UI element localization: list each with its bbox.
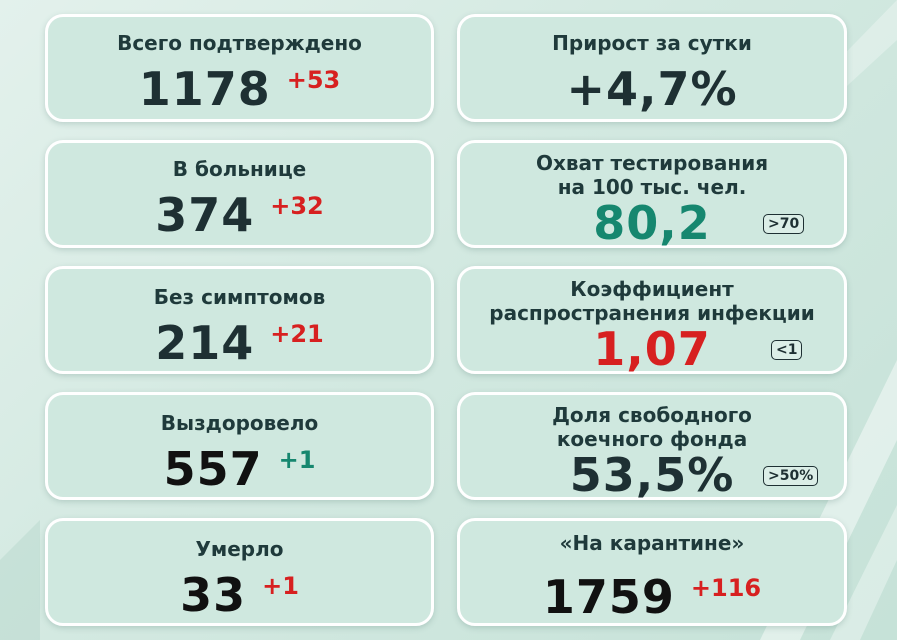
beds-card: Доля свободного коечного фонда 53,5% >50… bbox=[457, 392, 847, 500]
confirmed-value: 1178 bbox=[138, 62, 271, 116]
asymptomatic-label: Без симптомов bbox=[153, 285, 326, 309]
died-card: Умерло 33 +1 bbox=[45, 518, 434, 626]
growth-card: Прирост за сутки +4,7% bbox=[457, 14, 847, 122]
testing-label-line2: на 100 тыс. чел. bbox=[557, 175, 747, 199]
died-value: 33 bbox=[180, 568, 247, 622]
died-label: Умерло bbox=[195, 537, 284, 561]
growth-label: Прирост за сутки bbox=[552, 31, 752, 55]
beds-target-badge: >50% bbox=[763, 466, 819, 486]
r-factor-label-line1: Коэффициент bbox=[570, 277, 734, 301]
testing-card: Охват тестирования на 100 тыс. чел. 80,2… bbox=[457, 140, 847, 248]
testing-value: 80,2 bbox=[593, 196, 711, 250]
beds-label-line1: Доля свободного bbox=[552, 403, 752, 427]
quarantine-delta: +116 bbox=[690, 574, 762, 602]
growth-value: +4,7% bbox=[566, 62, 738, 116]
quarantine-card: «На карантине» 1759 +116 bbox=[457, 518, 847, 626]
confirmed-card: Всего подтверждено 1178 +53 bbox=[45, 14, 434, 122]
beds-label-line2: коечного фонда bbox=[556, 427, 748, 451]
r-factor-card: Коэффициент распространения инфекции 1,0… bbox=[457, 266, 847, 374]
asymptomatic-value: 214 bbox=[155, 316, 255, 370]
hospital-delta: +32 bbox=[270, 192, 324, 220]
recovered-delta: +1 bbox=[278, 446, 316, 474]
quarantine-value: 1759 bbox=[542, 570, 675, 624]
recovered-card: Выздоровело 557 +1 bbox=[45, 392, 434, 500]
hospital-card: В больнице 374 +32 bbox=[45, 140, 434, 248]
r-factor-label-line2: распространения инфекции bbox=[489, 301, 815, 325]
confirmed-delta: +53 bbox=[286, 66, 341, 94]
r-factor-target-badge: <1 bbox=[771, 340, 803, 360]
asymptomatic-card: Без симптомов 214 +21 bbox=[45, 266, 434, 374]
hospital-value: 374 bbox=[155, 188, 255, 242]
testing-target-badge: >70 bbox=[763, 214, 805, 234]
hospital-label: В больнице bbox=[172, 157, 307, 181]
recovered-value: 557 bbox=[163, 442, 263, 496]
r-factor-value: 1,07 bbox=[593, 322, 711, 376]
quarantine-label: «На карантине» bbox=[559, 531, 745, 555]
recovered-label: Выздоровело bbox=[160, 411, 319, 435]
asymptomatic-delta: +21 bbox=[270, 320, 324, 348]
confirmed-label: Всего подтверждено bbox=[117, 31, 362, 55]
testing-label-line1: Охват тестирования bbox=[535, 151, 769, 175]
beds-value: 53,5% bbox=[569, 448, 735, 502]
died-delta: +1 bbox=[262, 572, 299, 600]
